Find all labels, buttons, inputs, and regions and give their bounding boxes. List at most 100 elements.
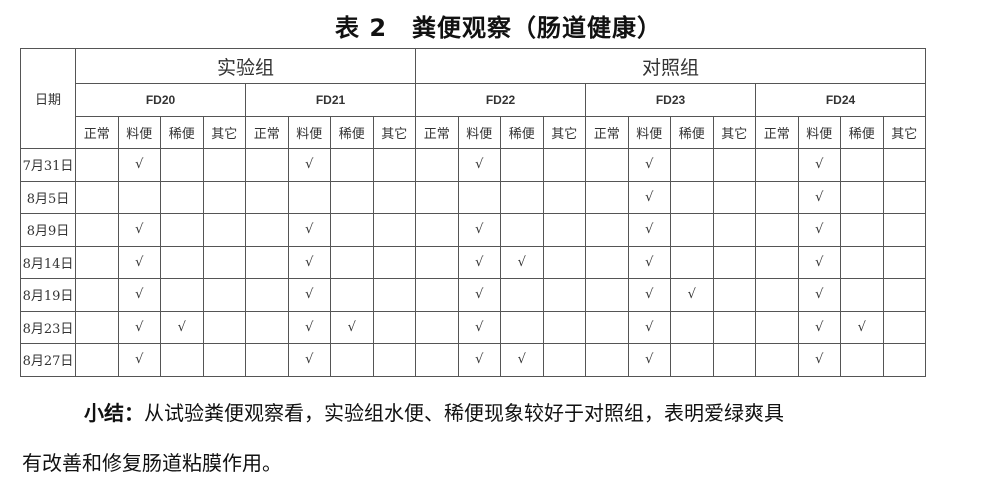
empty-cell [330, 343, 374, 377]
table-row: 8月19日 √ √ √ √ √ √ [20, 278, 926, 312]
empty-cell [755, 278, 799, 312]
empty-cell [712, 213, 756, 247]
sub-header: 正常 [415, 116, 459, 149]
sub-header: 其它 [202, 116, 246, 149]
empty-cell [585, 343, 629, 377]
feces-observation-table: 日期 实验组 对照组 FD20 FD21 FD22 FD23 FD24 正常 料便 稀便 其它 正常 料便… [20, 48, 926, 377]
sub-header: 稀便 [670, 116, 714, 149]
sub-header: 正常 [75, 116, 119, 149]
empty-cell [882, 245, 926, 279]
date-header: 日期 [20, 48, 76, 149]
table-row: 8月27日 √ √ √ √ √ √ [20, 343, 926, 377]
empty-cell [882, 343, 926, 377]
empty-cell [585, 245, 629, 279]
empty-cell [245, 278, 289, 312]
fd-header: FD22 [415, 83, 586, 117]
empty-cell [160, 245, 204, 279]
empty-cell [202, 180, 246, 214]
check-mark-cell: √ [457, 278, 501, 312]
check-mark-cell: √ [457, 148, 501, 182]
empty-cell [372, 278, 416, 312]
summary-paragraph: 小结：从试验粪便观察看，实验组水便、稀便现象较好于对照组，表明爱绿爽具 有改善和… [22, 388, 992, 488]
empty-cell [585, 213, 629, 247]
empty-cell [882, 278, 926, 312]
fd-header: FD21 [245, 83, 416, 117]
empty-cell [712, 180, 756, 214]
check-mark-cell: √ [797, 213, 841, 247]
sub-header: 其它 [372, 116, 416, 149]
empty-cell [372, 213, 416, 247]
check-mark-cell: √ [797, 148, 841, 182]
empty-cell [755, 310, 799, 344]
empty-cell [840, 180, 884, 214]
empty-cell [542, 245, 586, 279]
empty-cell [372, 343, 416, 377]
empty-cell [372, 245, 416, 279]
empty-cell [160, 213, 204, 247]
empty-cell [755, 343, 799, 377]
empty-cell [330, 213, 374, 247]
sub-header: 其它 [882, 116, 926, 149]
empty-cell [245, 343, 289, 377]
empty-cell [372, 180, 416, 214]
empty-cell [245, 310, 289, 344]
empty-cell [585, 148, 629, 182]
empty-cell [457, 180, 501, 214]
fd-header: FD23 [585, 83, 756, 117]
check-mark-cell: √ [797, 343, 841, 377]
sub-header: 正常 [755, 116, 799, 149]
empty-cell [670, 310, 714, 344]
group-header: 对照组 [415, 48, 926, 84]
empty-cell [372, 310, 416, 344]
empty-cell [542, 343, 586, 377]
sub-header: 其它 [712, 116, 756, 149]
date-cell: 8月5日 [20, 180, 76, 214]
check-mark-cell: √ [457, 310, 501, 344]
empty-cell [75, 310, 119, 344]
check-mark-cell: √ [287, 343, 331, 377]
empty-cell [542, 213, 586, 247]
check-mark-cell: √ [797, 310, 841, 344]
empty-cell [75, 245, 119, 279]
check-mark-cell: √ [797, 245, 841, 279]
empty-cell [585, 278, 629, 312]
empty-cell [585, 310, 629, 344]
check-mark-cell: √ [627, 148, 671, 182]
empty-cell [245, 245, 289, 279]
check-mark-cell: √ [500, 245, 544, 279]
empty-cell [755, 148, 799, 182]
empty-cell [712, 148, 756, 182]
check-mark-cell: √ [117, 310, 161, 344]
date-cell: 8月23日 [20, 310, 76, 344]
empty-cell [75, 180, 119, 214]
empty-cell [415, 343, 459, 377]
check-mark-cell: √ [287, 213, 331, 247]
empty-cell [840, 213, 884, 247]
sub-header: 正常 [585, 116, 629, 149]
check-mark-cell: √ [117, 213, 161, 247]
check-mark-cell: √ [117, 343, 161, 377]
check-mark-cell: √ [287, 278, 331, 312]
sub-header: 稀便 [160, 116, 204, 149]
empty-cell [202, 278, 246, 312]
empty-cell [500, 278, 544, 312]
check-mark-cell: √ [117, 245, 161, 279]
empty-cell [712, 278, 756, 312]
sub-header: 料便 [457, 116, 501, 149]
table-row: 8月23日 √ √ √ √ √ √ √ √ [20, 310, 926, 344]
check-mark-cell: √ [840, 310, 884, 344]
check-mark-cell: √ [330, 310, 374, 344]
empty-cell [500, 180, 544, 214]
group-header-row: 日期 实验组 对照组 [20, 48, 926, 149]
empty-cell [882, 148, 926, 182]
empty-cell [882, 180, 926, 214]
sub-header: 料便 [117, 116, 161, 149]
empty-cell [585, 180, 629, 214]
empty-cell [202, 245, 246, 279]
check-mark-cell: √ [457, 343, 501, 377]
empty-cell [840, 278, 884, 312]
check-mark-cell: √ [500, 343, 544, 377]
empty-cell [75, 343, 119, 377]
empty-cell [160, 180, 204, 214]
sub-header-row: 正常 料便 稀便 其它 正常 料便 稀便 其它 正常 料便 稀便 其它 正常 料便 稀便 其它 正常 料便 稀便 其它 [21, 116, 926, 149]
